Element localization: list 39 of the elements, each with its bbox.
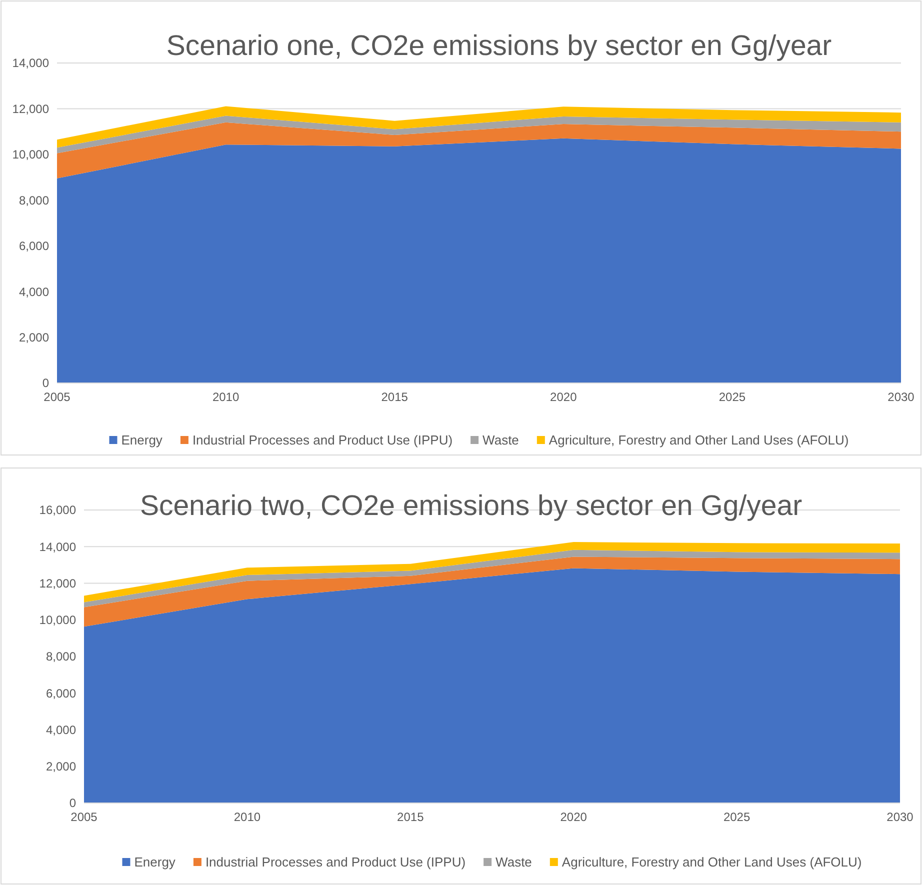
x-tick-label: 2010 (234, 810, 261, 824)
x-tick-label: 2025 (723, 810, 750, 824)
y-tick-label: 2,000 (18, 330, 50, 344)
y-tick-label: 16,000 (39, 503, 76, 518)
y-tick-label: 10,000 (12, 148, 50, 162)
y-tick-label: 6,000 (18, 239, 50, 254)
y-tick-label: 10,000 (39, 613, 76, 628)
y-tick-label: 6,000 (46, 686, 76, 700)
x-tick-label: 2020 (560, 810, 588, 824)
y-tick-label: 14,000 (12, 56, 50, 70)
y-tick-label: 8,000 (18, 193, 50, 208)
legend-label: Energy (134, 854, 176, 870)
x-tick-label: 2010 (212, 390, 240, 404)
y-tick-label: 0 (69, 796, 76, 810)
x-tick-label: 2030 (888, 390, 915, 404)
y-tick-label: 14,000 (39, 540, 76, 554)
y-tick-label: 4,000 (46, 722, 76, 737)
x-tick-label: 2015 (381, 390, 408, 404)
legend-label: Industrial Processes and Product Use (IPPU) (192, 432, 453, 448)
y-tick-label: 4,000 (18, 284, 50, 299)
chart-title: Scenario one, CO2e emissions by sector en Gg/year (166, 30, 832, 62)
x-tick-label: 2005 (44, 390, 71, 404)
y-tick-label: 2,000 (46, 760, 76, 774)
x-tick-label: 2020 (550, 390, 578, 404)
y-tick-label: 12,000 (12, 102, 50, 116)
legend-label: Industrial Processes and Product Use (IPPU) (205, 854, 466, 870)
y-tick-label: 12,000 (39, 576, 76, 590)
x-tick-label: 2005 (70, 810, 98, 824)
legend-label: Agriculture, Forestry and Other Land Uses (AFOLU) (562, 854, 862, 870)
legend-label: Waste (496, 854, 532, 870)
legend-label: Waste (482, 432, 519, 448)
x-tick-label: 2025 (718, 390, 746, 404)
legend-label: Agriculture, Forestry and Other Land Uses (AFOLU) (548, 432, 849, 448)
y-tick-label: 0 (42, 376, 50, 390)
x-tick-label: 2015 (397, 810, 424, 824)
chart-title: Scenario two, CO2e emissions by sector en Gg/year (140, 490, 803, 522)
y-tick-label: 8,000 (46, 650, 76, 664)
legend-label: Energy (121, 432, 163, 448)
x-tick-label: 2030 (886, 810, 914, 824)
